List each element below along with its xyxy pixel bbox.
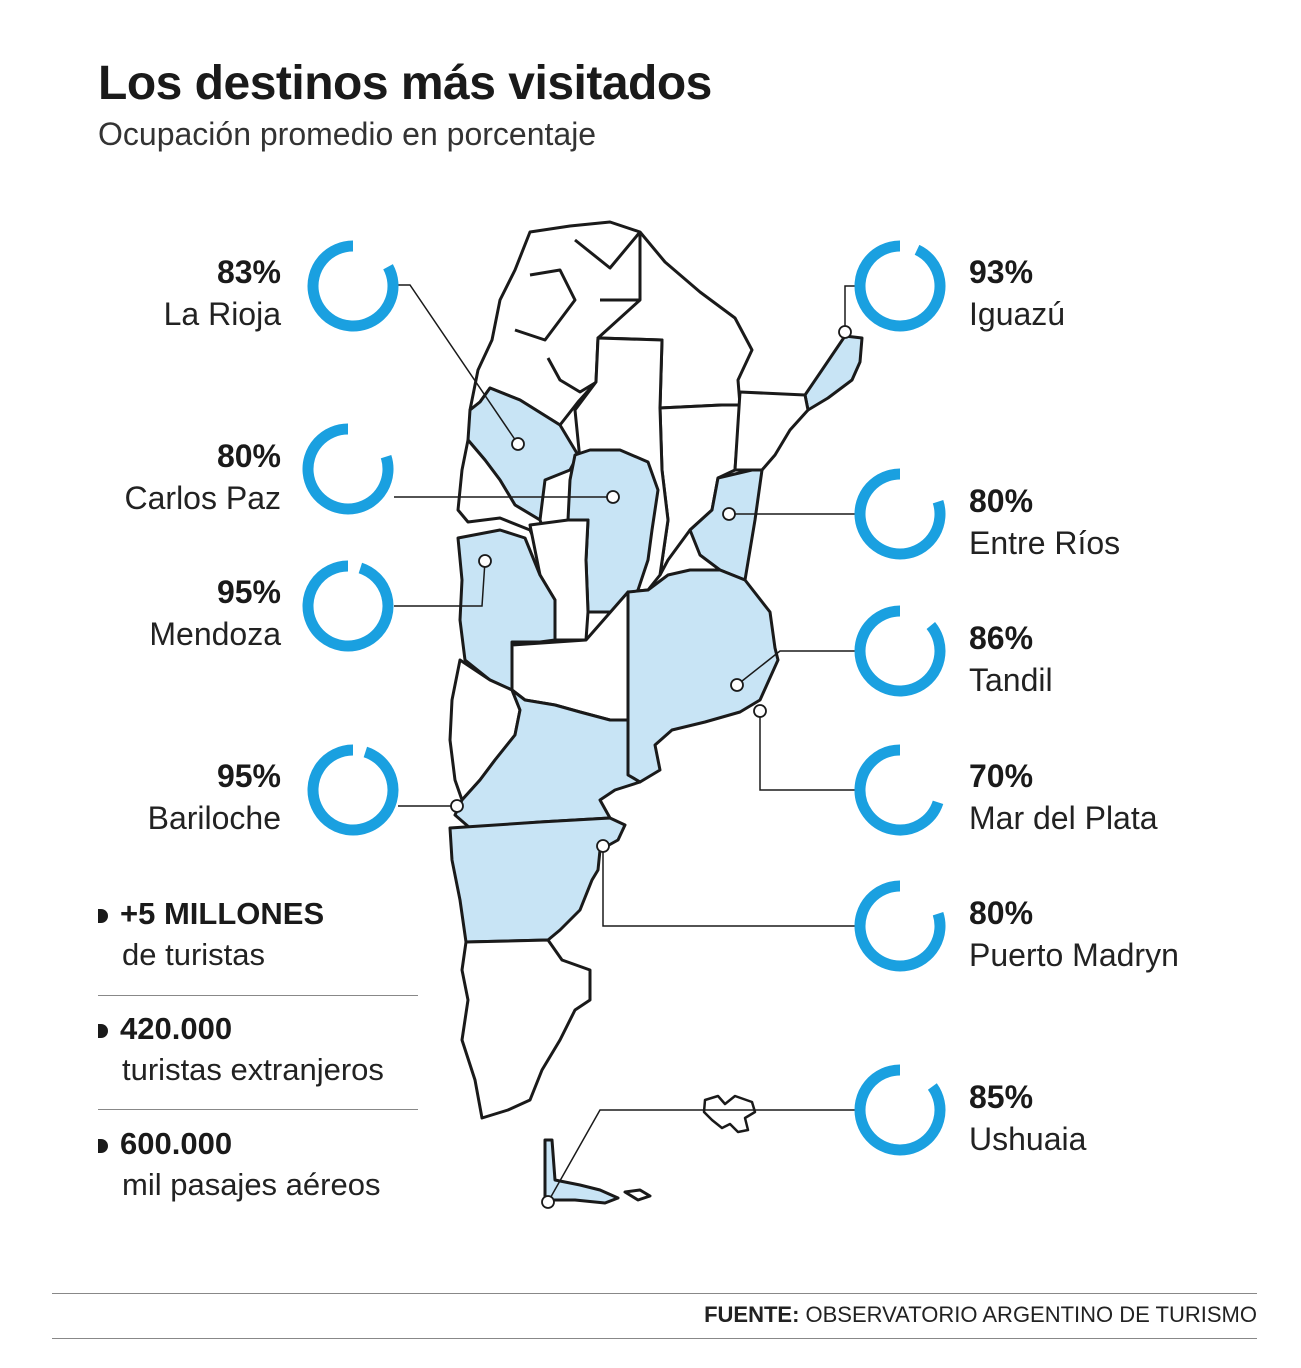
location-dots [450,325,852,1209]
stat-value: 420.000 [120,1011,233,1046]
destination-percent: 86% [969,620,1034,656]
province-corrientes [733,390,810,472]
occupancy-rings [302,240,946,1156]
source-credit: FUENTE: OBSERVATORIO ARGENTINO DE TURISM… [704,1302,1257,1328]
stat-caption: turistas extranjeros [122,1052,384,1087]
destination-name: La Rioja [163,296,281,332]
destination-mar-del-plata: 70% Mar del Plata [969,756,1299,840]
destination-percent: 93% [969,254,1034,290]
destination-carlos-paz: 80% Carlos Paz [0,436,282,520]
province-misiones [803,334,864,412]
destination-percent: 80% [969,483,1034,519]
provinces [448,220,864,1205]
destination-percent: 83% [216,254,281,290]
page-subtitle: Ocupación promedio en porcentaje [98,116,597,152]
location-dot [511,437,525,451]
stat-foreign-tourists: 420.000 turistas extranjeros [98,1009,418,1091]
occupancy-ring [302,423,394,515]
destination-mendoza: 95% Mendoza [0,572,281,656]
leader-line [547,1109,855,1203]
islas-malvinas [702,1094,757,1134]
leader-line [759,711,855,791]
destination-name: Mar del Plata [969,800,1158,836]
province-jujuy-salta-lines [514,231,642,394]
location-dot [722,507,736,521]
destination-entre-rios: 80% Entre Ríos [969,481,1299,565]
occupancy-ring [854,468,946,560]
leader-line [844,285,855,332]
leader-line [398,284,519,445]
location-dot [753,704,767,718]
occupancy-ring [307,240,399,332]
leader-line [394,560,486,607]
destination-name: Puerto Madryn [969,937,1179,973]
destination-puerto-madryn: 80% Puerto Madryn [969,893,1299,977]
destination-name: Tandil [969,662,1053,698]
destination-ushuaia: 85% Ushuaia [969,1077,1299,1161]
stat-value: +5 MILLONES [120,896,325,931]
occupancy-ring [854,880,946,972]
destination-la-rioja: 83% La Rioja [0,252,281,336]
source-label: FUENTE: [704,1302,800,1327]
location-dot [730,678,744,692]
location-dot [478,554,492,568]
destination-tandil: 86% Tandil [969,618,1299,702]
location-dot [606,490,620,504]
stat-tourists: +5 MILLONES de turistas [98,894,418,976]
stat-value: 600.000 [120,1126,233,1161]
footer-rule-bottom [52,1338,1257,1339]
stat-caption: mil pasajes aéreos [122,1167,381,1202]
occupancy-ring [302,560,394,652]
destination-percent: 95% [216,758,281,794]
destination-name: Ushuaia [969,1121,1087,1157]
bullet-icon [98,1023,108,1038]
occupancy-ring [854,1064,946,1156]
leader-line [736,650,855,686]
location-dot [450,799,464,813]
province-santa-cruz [460,938,592,1120]
destination-iguazu: 93% Iguazú [969,252,1299,336]
stat-caption: de turistas [122,937,266,972]
bullet-icon [98,1138,108,1153]
leader-lines [394,284,855,1203]
bullet-icon [98,908,108,923]
stat-divider [98,1109,418,1110]
page-title: Los destinos más visitados [98,57,712,110]
destination-bariloche: 95% Bariloche [0,756,281,840]
leader-line [602,846,855,927]
destination-name: Iguazú [969,296,1066,332]
isla-estados [623,1188,652,1202]
occupancy-ring [854,240,946,332]
occupancy-ring [307,744,399,836]
province-tierra-del-fuego [543,1138,620,1205]
destination-name: Entre Ríos [969,525,1121,561]
destination-percent: 95% [216,574,281,610]
stat-divider [98,995,418,996]
province-rio-negro [453,688,642,830]
location-dot [541,1195,555,1209]
destination-name: Bariloche [147,800,281,836]
location-dot [838,325,852,339]
location-dot [596,839,610,853]
destination-percent: 85% [969,1079,1034,1115]
destination-percent: 70% [969,758,1034,794]
occupancy-ring [854,744,944,836]
footer-rule-top [52,1293,1257,1294]
destination-name: Mendoza [149,616,281,652]
destination-name: Carlos Paz [124,480,282,516]
province-chubut [448,816,627,944]
province-buenos-aires [626,568,780,784]
occupancy-ring [854,605,946,697]
stat-air-tickets: 600.000 mil pasajes aéreos [98,1124,418,1206]
province-mendoza [456,528,557,692]
destination-percent: 80% [969,895,1034,931]
source-text: OBSERVATORIO ARGENTINO DE TURISMO [805,1302,1257,1327]
destination-percent: 80% [216,438,281,474]
